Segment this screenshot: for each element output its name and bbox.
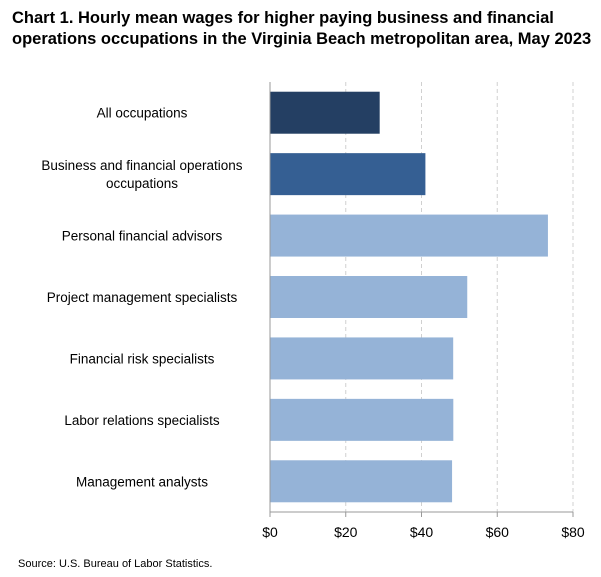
x-tick-label-1: $20 <box>334 524 358 540</box>
category-label-5: Labor relations specialists <box>64 413 220 428</box>
category-label-4: Financial risk specialists <box>70 351 215 366</box>
category-label-3: Project management specialists <box>47 290 238 305</box>
category-label-0: All occupations <box>97 106 188 121</box>
category-label-1: Business and financial operations occupat… <box>41 158 242 191</box>
bar-3 <box>270 276 468 318</box>
bar-5 <box>270 398 454 441</box>
x-tick-label-0: $0 <box>262 524 278 540</box>
category-label-2: Personal financial advisors <box>62 229 223 244</box>
x-tick-label-4: $80 <box>561 524 585 540</box>
bar-6 <box>270 460 453 503</box>
bar-2 <box>270 214 548 257</box>
x-tick-label-2: $40 <box>410 524 434 540</box>
x-tick-label-3: $60 <box>486 524 510 540</box>
bar-0 <box>270 91 380 134</box>
source-note: Source: U.S. Bureau of Labor Statistics. <box>18 558 213 570</box>
bar-1 <box>270 153 426 196</box>
chart-title: Chart 1. Hourly mean wages for higher pa… <box>12 9 592 48</box>
category-label-6: Management analysts <box>76 474 208 489</box>
bar-4 <box>270 337 454 380</box>
